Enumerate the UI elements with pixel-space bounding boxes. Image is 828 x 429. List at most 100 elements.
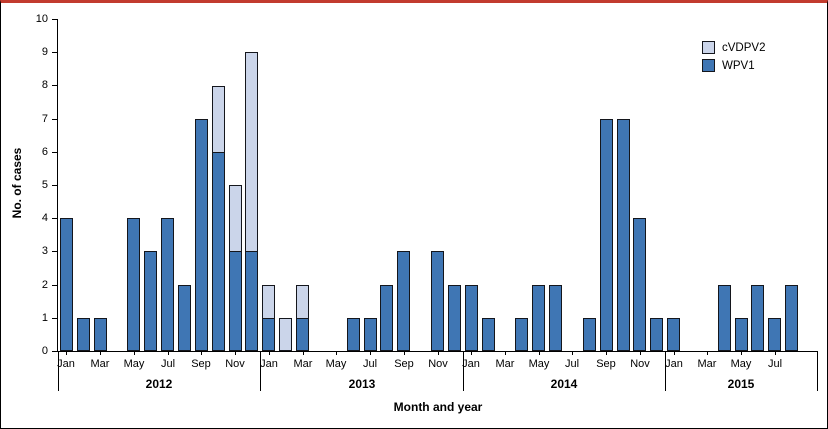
bar-wpv1 bbox=[600, 119, 613, 351]
bar-wpv1 bbox=[667, 318, 680, 351]
year-label: 2014 bbox=[550, 377, 578, 391]
bar-wpv1 bbox=[77, 318, 90, 351]
bar-wpv1 bbox=[262, 318, 275, 351]
chart-area: 0 1 2 3 4 5 6 7 8 9 10 Jan Mar May Jul Sep Nov 2012 Jan Mar… bbox=[1, 3, 827, 428]
x-month-label: Nov bbox=[225, 358, 245, 370]
x-tick bbox=[707, 351, 708, 355]
x-month-label: Jan bbox=[665, 358, 683, 370]
year-separator bbox=[665, 351, 666, 391]
x-month-label: Mar bbox=[293, 358, 313, 370]
x-month-label: Jul bbox=[564, 358, 580, 370]
y-tick bbox=[52, 85, 57, 86]
y-tick-label: 9 bbox=[41, 46, 48, 58]
x-tick bbox=[100, 351, 101, 355]
x-tick bbox=[201, 351, 202, 355]
bar-wpv1 bbox=[144, 251, 157, 351]
legend-item-cvdpv2: cVDPV2 bbox=[702, 41, 765, 54]
bar-cvdpv2 bbox=[279, 318, 292, 351]
x-month-label: Nov bbox=[630, 358, 650, 370]
x-month-label: May bbox=[528, 358, 550, 370]
x-month-label: May bbox=[730, 358, 752, 370]
x-tick bbox=[235, 351, 236, 355]
x-tick bbox=[775, 351, 776, 355]
bar-wpv1 bbox=[364, 318, 377, 351]
x-tick bbox=[269, 351, 270, 355]
bar-wpv1 bbox=[229, 251, 242, 351]
x-month-label: Mar bbox=[697, 358, 717, 370]
x-axis-line bbox=[57, 351, 818, 352]
x-tick bbox=[539, 351, 540, 355]
year-separator bbox=[463, 351, 464, 391]
bar-wpv1 bbox=[465, 285, 478, 351]
y-tick-label: 1 bbox=[41, 312, 48, 324]
bar-wpv1 bbox=[347, 318, 360, 351]
legend-label-wpv1: WPV1 bbox=[722, 59, 755, 72]
x-tick bbox=[134, 351, 135, 355]
bar-wpv1 bbox=[633, 218, 646, 351]
x-month-label: Jan bbox=[462, 358, 480, 370]
x-month-label: Jul bbox=[362, 358, 378, 370]
bar-wpv1 bbox=[448, 285, 461, 351]
y-tick-label: 10 bbox=[35, 13, 48, 25]
x-month-label: Sep bbox=[191, 358, 211, 370]
y-tick bbox=[52, 152, 57, 153]
bar-wpv1 bbox=[583, 318, 596, 351]
y-tick-label: 5 bbox=[41, 179, 48, 191]
x-month-label: Mar bbox=[90, 358, 110, 370]
bar-cvdpv2 bbox=[262, 285, 275, 319]
x-month-label: Jan bbox=[57, 358, 75, 370]
x-tick bbox=[438, 351, 439, 355]
bar-wpv1 bbox=[431, 251, 444, 351]
bar-cvdpv2 bbox=[245, 52, 258, 252]
x-month-label: May bbox=[325, 358, 347, 370]
y-tick bbox=[52, 251, 57, 252]
y-tick bbox=[52, 285, 57, 286]
x-month-label: Jul bbox=[160, 358, 176, 370]
y-tick-label: 8 bbox=[41, 79, 48, 91]
bar-wpv1 bbox=[94, 318, 107, 351]
x-tick bbox=[303, 351, 304, 355]
x-tick bbox=[741, 351, 742, 355]
bar-wpv1 bbox=[60, 218, 73, 351]
year-label: 2015 bbox=[727, 377, 755, 391]
x-month-label: Mar bbox=[495, 358, 515, 370]
legend: cVDPV2 WPV1 bbox=[702, 41, 765, 77]
x-month-label: Sep bbox=[596, 358, 616, 370]
y-tick bbox=[52, 19, 57, 20]
x-tick bbox=[572, 351, 573, 355]
bar-wpv1 bbox=[161, 218, 174, 351]
y-tick bbox=[52, 351, 57, 352]
x-month-label: Nov bbox=[428, 358, 448, 370]
y-tick-label: 2 bbox=[41, 279, 48, 291]
bar-wpv1 bbox=[718, 285, 731, 351]
bar-wpv1 bbox=[212, 152, 225, 351]
x-tick bbox=[370, 351, 371, 355]
year-separator bbox=[817, 351, 818, 391]
bar-wpv1 bbox=[397, 251, 410, 351]
legend-label-cvdpv2: cVDPV2 bbox=[722, 41, 766, 54]
bar-wpv1 bbox=[532, 285, 545, 351]
y-tick bbox=[52, 52, 57, 53]
legend-item-wpv1: WPV1 bbox=[702, 59, 765, 72]
x-tick bbox=[640, 351, 641, 355]
bar-cvdpv2 bbox=[212, 86, 225, 153]
bar-cvdpv2 bbox=[296, 285, 309, 319]
bar-wpv1 bbox=[735, 318, 748, 351]
bar-wpv1 bbox=[195, 119, 208, 351]
x-month-label: Jan bbox=[260, 358, 278, 370]
bar-wpv1 bbox=[617, 119, 630, 351]
x-tick bbox=[336, 351, 337, 355]
y-tick-label: 7 bbox=[41, 113, 48, 125]
y-tick bbox=[52, 119, 57, 120]
y-tick bbox=[52, 185, 57, 186]
y-tick-label: 0 bbox=[41, 345, 48, 357]
x-tick bbox=[404, 351, 405, 355]
y-tick bbox=[52, 318, 57, 319]
legend-swatch-wpv1 bbox=[702, 59, 715, 72]
bar-wpv1 bbox=[245, 251, 258, 351]
bar-cvdpv2 bbox=[229, 185, 242, 252]
year-separator bbox=[260, 351, 261, 391]
x-tick bbox=[471, 351, 472, 355]
year-separator bbox=[58, 351, 59, 391]
